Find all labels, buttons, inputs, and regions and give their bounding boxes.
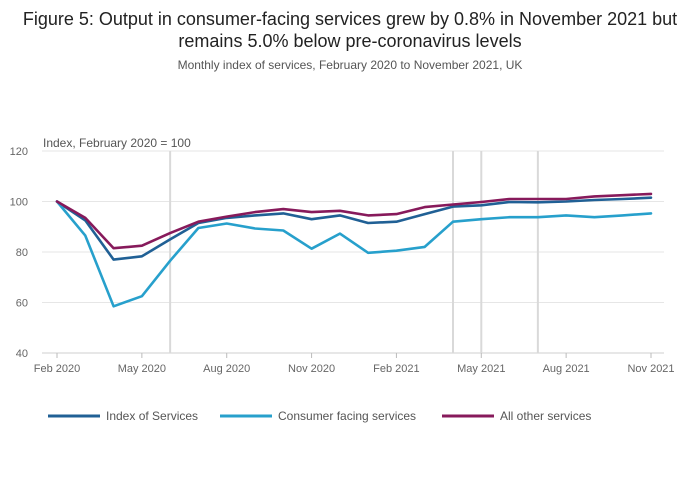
x-tick-label: Aug 2021	[543, 363, 590, 375]
y-axis-ticks: 40 60 80 100 120	[10, 146, 28, 360]
x-tick-label: Nov 2020	[288, 363, 335, 375]
y-tick-label: 40	[16, 348, 28, 360]
y-tick-label: 60	[16, 298, 28, 310]
x-tick-label: May 2020	[118, 363, 166, 375]
series-line	[55, 200, 653, 308]
legend-label: Index of Services	[106, 409, 198, 423]
grid-lines	[42, 150, 664, 354]
series-lines	[55, 192, 653, 308]
x-tick-label: May 2021	[457, 363, 505, 375]
series-line	[55, 196, 653, 261]
x-tick-label: Nov 2021	[627, 363, 674, 375]
series-line	[55, 192, 653, 250]
chart-title: Figure 5: Output in consumer-facing serv…	[22, 9, 678, 51]
x-axis-ticks: Feb 2020 May 2020 Aug 2020 Nov 2020 Feb 2021…	[34, 353, 675, 375]
legend-label: Consumer facing services	[278, 409, 416, 423]
x-tick-label: Aug 2020	[203, 363, 250, 375]
y-tick-label: 120	[10, 146, 28, 158]
vertical-markers	[169, 151, 539, 353]
x-tick-label: Feb 2021	[373, 363, 419, 375]
chart-subtitle: Monthly index of services, February 2020…	[177, 58, 523, 72]
y-tick-label: 80	[16, 247, 28, 259]
legend-label: All other services	[500, 409, 591, 423]
legend: Index of Services Consumer facing service…	[48, 409, 591, 423]
y-axis-label: Index, February 2020 = 100	[43, 136, 191, 150]
x-tick-label: Feb 2020	[34, 363, 80, 375]
y-tick-label: 100	[10, 197, 28, 209]
